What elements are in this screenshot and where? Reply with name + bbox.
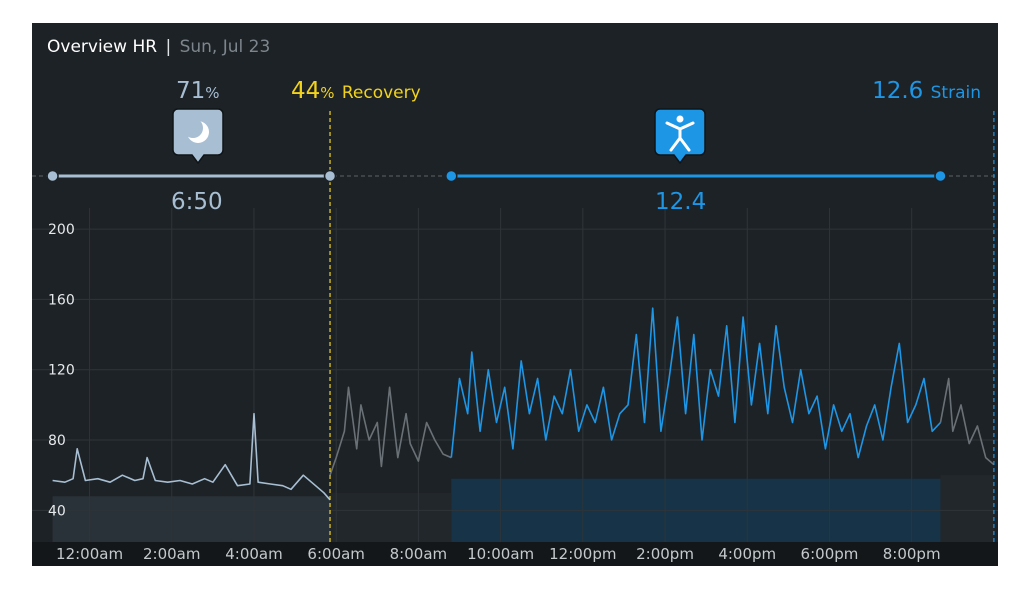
y-tick-label-0: 40 <box>48 503 66 519</box>
sleep-performance-value: 71 <box>176 78 206 104</box>
recovery-unit: % <box>320 84 335 102</box>
x-tick-label-2: 4:00am <box>225 545 283 563</box>
day-strain-label: Strain <box>930 83 981 103</box>
person-activity-icon[interactable] <box>654 107 706 169</box>
sleep-end-handle[interactable] <box>323 169 337 183</box>
area-fills <box>52 475 994 542</box>
hr-overview-panel: 40 80 120 160 200 12:00am 2:00am 4:00am 6:00am 8… <box>32 23 998 566</box>
sleep-start-handle[interactable] <box>46 169 59 183</box>
y-tick-label-2: 120 <box>48 363 75 379</box>
recovery-readout: 44% Recovery <box>291 78 421 104</box>
x-tick-label-5: 10:00am <box>467 545 534 563</box>
x-tick-label-3: 6:00am <box>307 545 365 563</box>
markers <box>32 111 998 542</box>
series-line-sleep <box>52 412 331 501</box>
activity-end-handle[interactable] <box>934 169 947 183</box>
y-axis: 40 80 120 160 200 <box>48 222 75 519</box>
chart-title: Overview HR <box>47 37 158 57</box>
day-strain-readout: 12.6 Strain <box>872 78 981 104</box>
series-lines <box>52 307 995 501</box>
x-tick-label-8: 4:00pm <box>718 545 776 563</box>
x-tick-label-4: 8:00am <box>390 545 448 563</box>
x-tick-label-6: 12:00pm <box>549 545 616 563</box>
x-tick-label-7: 2:00pm <box>636 545 694 563</box>
y-tick-label-4: 200 <box>48 222 75 238</box>
series-line-awake-pm <box>939 377 995 466</box>
series-line-activity <box>450 307 942 459</box>
x-tick-label-10: 8:00pm <box>883 545 941 563</box>
gridlines <box>32 208 998 542</box>
hr-chart: 40 80 120 160 200 12:00am 2:00am 4:00am 6:00am 8… <box>32 111 998 566</box>
x-axis-bar <box>32 542 998 566</box>
day-strain-value: 12.6 <box>872 78 924 104</box>
moon-icon[interactable] <box>172 107 224 169</box>
x-axis: 12:00am 2:00am 4:00am 6:00am 8:00am 10:00am 12… <box>56 545 941 563</box>
recovery-value: 44 <box>291 78 321 104</box>
chart-header: Overview HR | Sun, Jul 23 <box>47 37 270 57</box>
activity-start-handle[interactable] <box>445 169 458 183</box>
area-fill-2 <box>330 492 452 542</box>
x-tick-label-9: 6:00pm <box>801 545 859 563</box>
recovery-label: Recovery <box>341 83 421 103</box>
sleep-duration: 6:50 <box>171 189 223 215</box>
area-fill-0 <box>52 496 331 542</box>
x-tick-label-0: 12:00am <box>56 545 123 563</box>
series-line-awake-am <box>329 386 452 476</box>
y-tick-label-1: 80 <box>48 433 66 449</box>
activity-strain: 12.4 <box>655 189 707 215</box>
area-fill-3 <box>940 475 994 542</box>
x-tick-label-1: 2:00am <box>143 545 201 563</box>
chart-date: Sun, Jul 23 <box>179 37 271 57</box>
y-tick-label-3: 160 <box>48 292 75 308</box>
header-separator: | <box>165 37 172 57</box>
sleep-performance: 71% <box>176 78 220 104</box>
sleep-performance-unit: % <box>205 84 220 102</box>
